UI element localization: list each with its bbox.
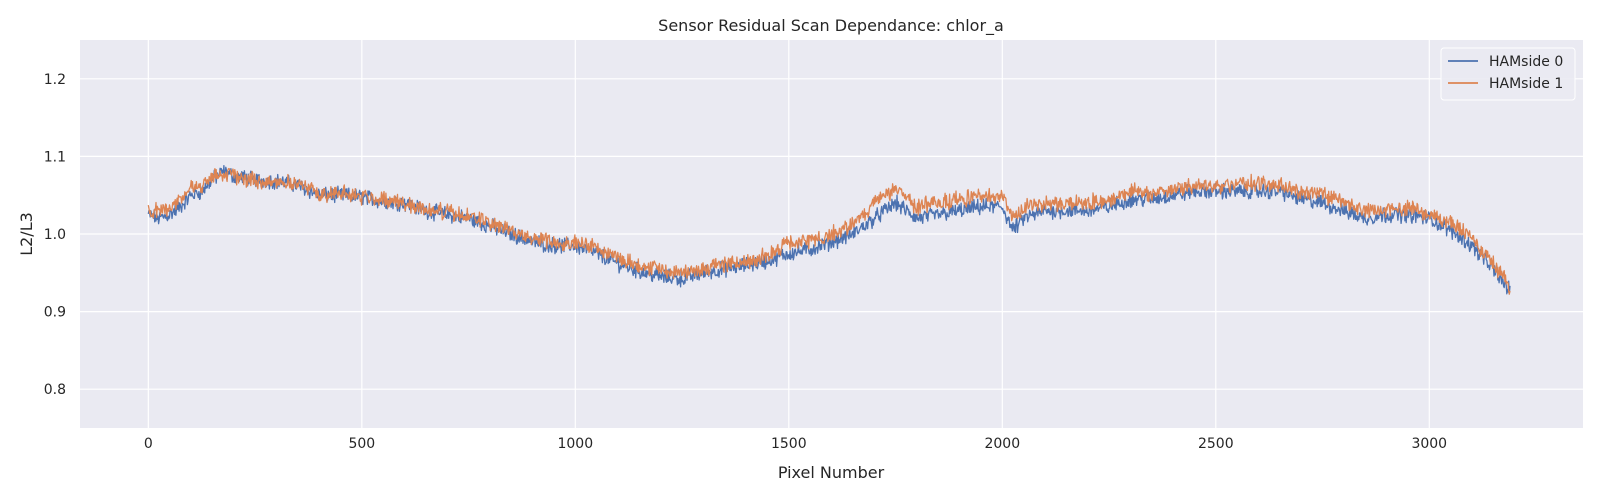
- series-lines: [147, 164, 1511, 295]
- series-line-hamside-1: [147, 167, 1511, 295]
- legend-label-hamside-0: HAMside 0: [1489, 54, 1563, 70]
- y-tick-label: 0.8: [44, 382, 66, 398]
- y-tick-label: 1.1: [44, 149, 66, 165]
- chart-title: Sensor Residual Scan Dependance: chlor_a: [658, 16, 1004, 36]
- x-tick-label: 1500: [771, 436, 807, 452]
- legend-label-hamside-1: HAMside 1: [1489, 76, 1563, 92]
- x-tick-label: 2000: [984, 436, 1020, 452]
- y-axis-label: L2/L3: [17, 212, 36, 256]
- tick-labels: 0 500 1000 1500 2000 2500 3000 0.8 0.9 1.0 1.1 1.2: [44, 72, 1447, 452]
- x-tick-label: 0: [144, 436, 153, 452]
- x-tick-label: 2500: [1198, 436, 1234, 452]
- y-tick-label: 0.9: [44, 305, 66, 321]
- x-axis-label: Pixel Number: [778, 463, 885, 482]
- y-tick-label: 1.2: [44, 72, 66, 88]
- x-tick-label: 3000: [1411, 436, 1447, 452]
- x-tick-label: 1000: [557, 436, 593, 452]
- legend: HAMside 0 HAMside 1: [1440, 47, 1576, 101]
- y-tick-label: 1.0: [44, 227, 66, 243]
- x-tick-label: 500: [348, 436, 375, 452]
